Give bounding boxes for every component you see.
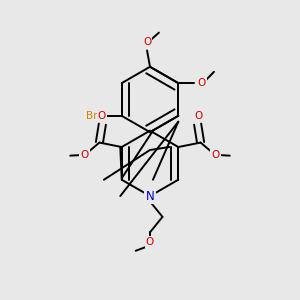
Text: O: O [146, 237, 154, 247]
Text: O: O [143, 37, 151, 47]
Text: Br: Br [86, 111, 98, 121]
Text: O: O [211, 150, 220, 160]
Text: O: O [194, 111, 202, 121]
Text: O: O [98, 111, 106, 121]
Text: N: N [146, 190, 154, 202]
Text: O: O [198, 78, 206, 88]
Text: O: O [80, 150, 89, 160]
